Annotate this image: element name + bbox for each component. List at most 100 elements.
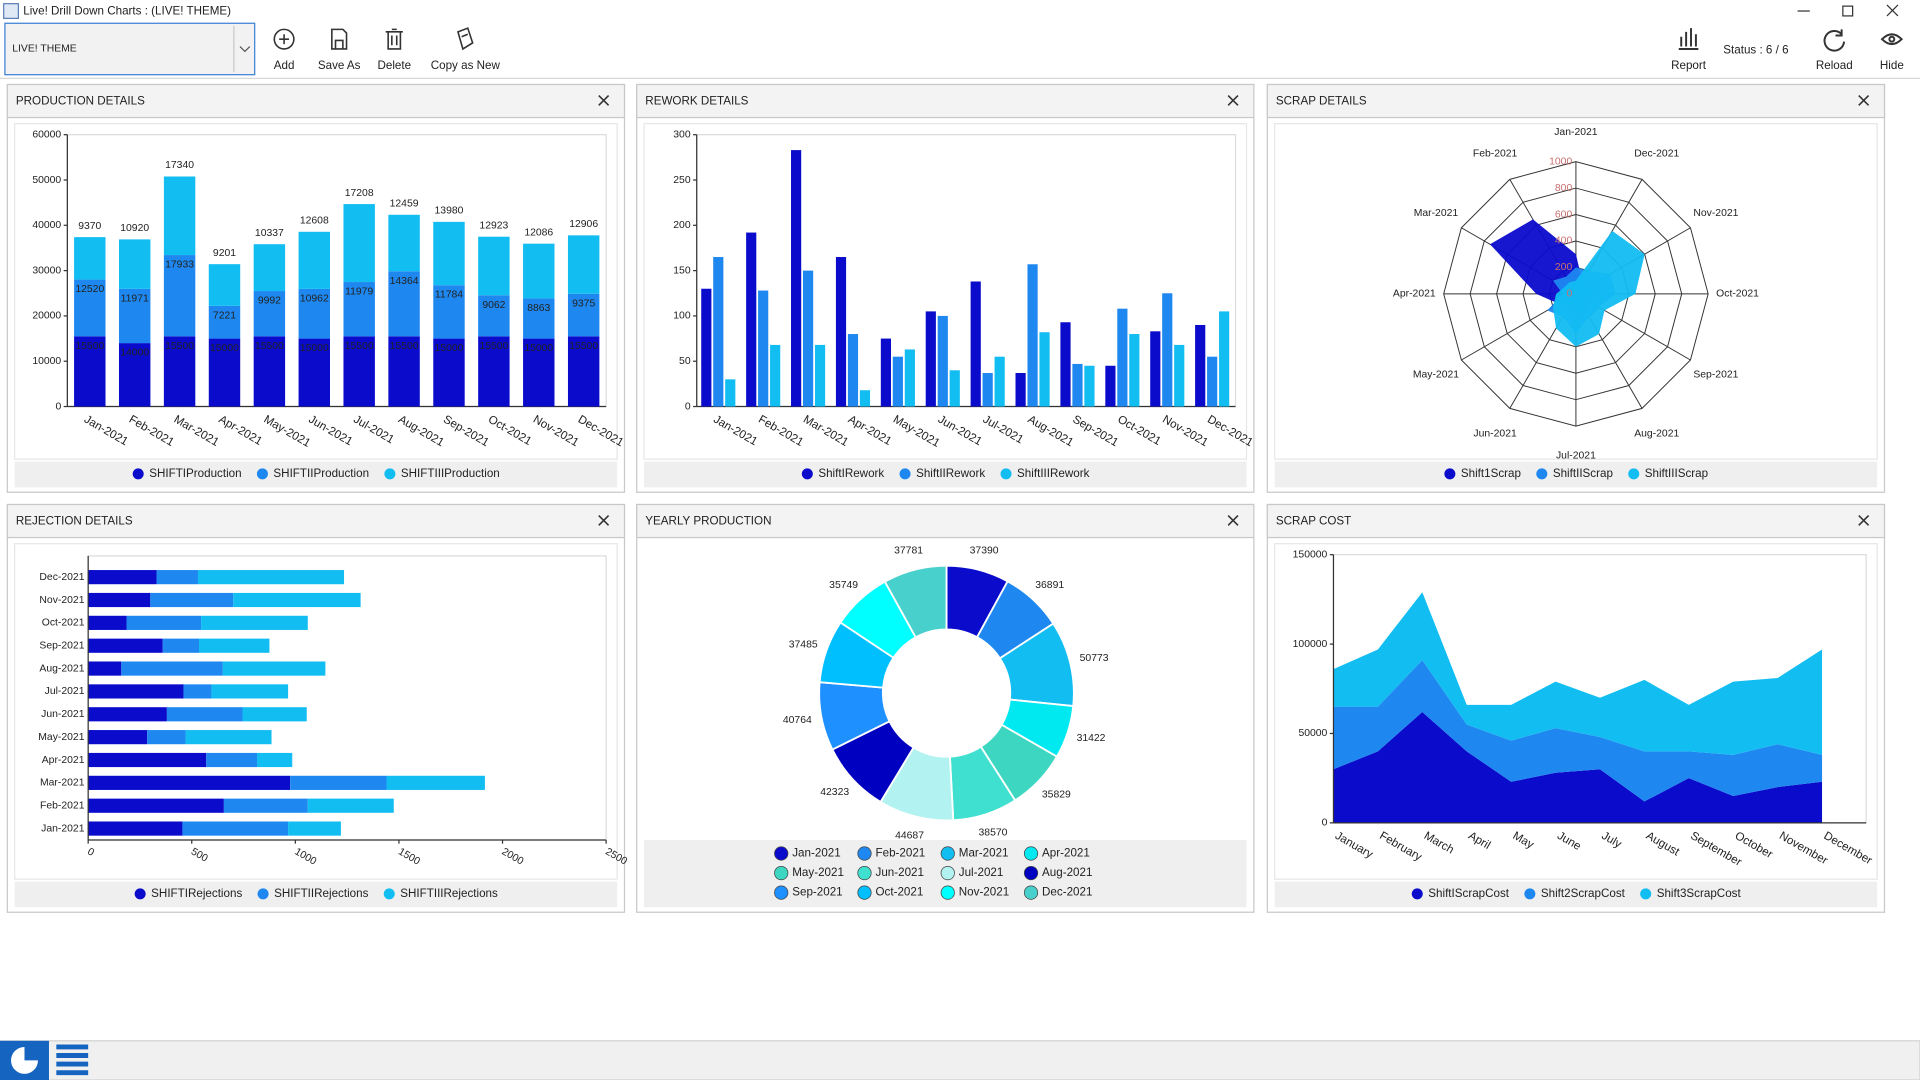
toolbar-button[interactable]: Report: [1671, 59, 1707, 72]
y-tick-label: 0: [1322, 818, 1328, 829]
y-tick-label: Sep-2021: [39, 640, 84, 651]
legend-area: [1274, 881, 1878, 908]
bar-segment: [88, 592, 151, 608]
bar: [1105, 365, 1116, 407]
y-tick-label: 20000: [32, 311, 61, 322]
bar: [746, 232, 757, 407]
y-tick-label: 30000: [32, 265, 61, 276]
legend-swatch: [257, 888, 269, 900]
legend: ShiftIScrapCost Shift2ScrapCost Shift3Scra…: [1411, 887, 1741, 900]
bar-segment: [74, 237, 106, 280]
data-label: 15500: [75, 341, 104, 352]
category-label: Nov-2021: [1693, 208, 1738, 219]
legend-area: [644, 461, 1247, 488]
bar-segment: [388, 214, 420, 272]
legend-swatch: [801, 468, 813, 480]
bar: [835, 257, 847, 407]
category-label: Dec-2021: [1634, 149, 1679, 160]
area-series: [1333, 712, 1823, 823]
dashboard-tab-icon: [11, 1046, 38, 1074]
data-label: 35749: [829, 580, 858, 591]
bar-segment: [567, 293, 600, 337]
legend-swatch: [1640, 888, 1652, 900]
data-label: 15000: [524, 343, 553, 354]
bar-segment: [433, 285, 465, 339]
legend-swatch: [940, 865, 955, 881]
theme-combobox[interactable]: [4, 22, 256, 76]
bar: [994, 356, 1005, 407]
y-tick-label: 100: [673, 311, 691, 322]
close-panel-button[interactable]: [1227, 94, 1239, 106]
maximize-button[interactable]: [1842, 5, 1854, 17]
legend-area: [14, 461, 618, 488]
data-label: 17933: [165, 260, 194, 271]
y-tick-label: 100000: [1293, 639, 1328, 650]
bar-segment: [222, 661, 326, 676]
legend-label: Feb-2021: [876, 847, 926, 860]
toolbar-button[interactable]: Reload: [1816, 59, 1853, 72]
data-label: 17340: [165, 160, 194, 171]
app-icon: [3, 3, 19, 19]
bar-segment: [88, 615, 127, 630]
close-panel-button[interactable]: [1227, 514, 1239, 526]
data-label: 7221: [213, 310, 236, 321]
data-label: 36891: [1035, 580, 1064, 591]
y-tick-label: Jan-2021: [41, 823, 85, 834]
close-panel-button[interactable]: [598, 94, 610, 106]
bar-segment: [343, 204, 375, 283]
data-label: 12520: [75, 284, 104, 295]
bar-segment: [206, 752, 258, 768]
toolbar-button[interactable]: Delete: [377, 59, 411, 72]
close-panel-button[interactable]: [598, 514, 610, 526]
bar: [1174, 344, 1185, 407]
bar: [937, 315, 948, 407]
y-tick-label: 300: [673, 129, 691, 140]
legend-swatch: [1023, 885, 1039, 900]
toolbar-button[interactable]: Copy as New: [431, 59, 501, 72]
data-label: 14000: [120, 348, 149, 359]
close-window-button[interactable]: [1886, 4, 1899, 17]
data-label: 10962: [300, 293, 329, 304]
data-label: 37781: [894, 546, 923, 557]
radial-tick-label: 600: [1555, 209, 1573, 220]
bar-segment: [211, 684, 289, 699]
toolbar-button[interactable]: Save As: [318, 59, 361, 72]
bar-segment: [523, 243, 555, 299]
bar-segment: [298, 288, 330, 339]
legend: Shift1Scrap ShiftIIScrap ShiftIIIScrap: [1444, 467, 1708, 480]
legend-label: Shift1Scrap: [1461, 467, 1521, 480]
bar-segment: [223, 798, 308, 813]
close-panel-button[interactable]: [1858, 94, 1870, 106]
bar-segment: [182, 821, 289, 836]
radial-tick-label: 1000: [1549, 156, 1572, 167]
legend-swatch: [1628, 468, 1640, 480]
toolbar-button[interactable]: Hide: [1880, 59, 1904, 72]
bar: [1150, 331, 1161, 407]
y-tick-label: Nov-2021: [39, 595, 84, 606]
legend-label: SHIFTIIIProduction: [401, 467, 500, 480]
toolbar-icon: [331, 28, 348, 50]
close-panel-button[interactable]: [1858, 514, 1870, 526]
category-label: May-2021: [1413, 369, 1459, 380]
data-label: 17208: [345, 188, 374, 199]
bar: [814, 344, 826, 407]
area-series: [1333, 592, 1823, 755]
panel-title: PRODUCTION DETAILS: [16, 95, 145, 108]
toolbar-button[interactable]: Add: [274, 59, 295, 72]
data-label: 50773: [1080, 653, 1109, 664]
bar: [770, 344, 781, 407]
legend-swatch: [857, 846, 872, 861]
legend-swatch: [857, 885, 872, 900]
bar: [701, 288, 712, 407]
legend-label: Oct-2021: [876, 886, 924, 899]
bar-segment: [257, 752, 293, 768]
bar-segment: [343, 336, 375, 407]
panel-title: REWORK DETAILS: [645, 95, 748, 108]
category-label: Jul-2021: [1556, 450, 1596, 461]
legend-label: May-2021: [792, 866, 844, 879]
bar-segment: [208, 338, 241, 407]
menu-tab[interactable]: [56, 1044, 89, 1076]
data-label: 15500: [345, 341, 374, 352]
bar-segment: [88, 730, 148, 745]
